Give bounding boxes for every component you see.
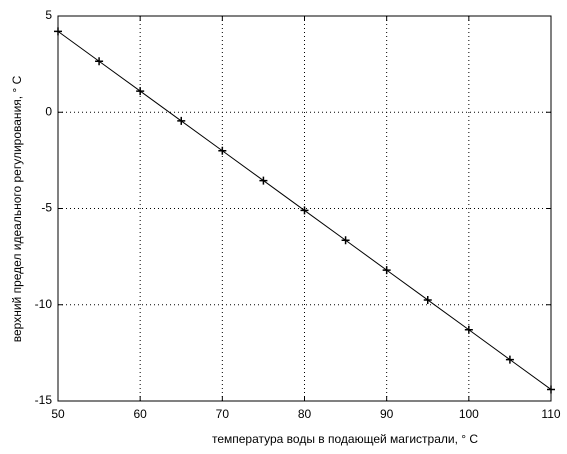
- x-axis-label: температура воды в подающей магистрали, …: [212, 432, 478, 446]
- x-tick-label: 60: [133, 407, 147, 421]
- y-tick-label: -10: [35, 297, 53, 311]
- point-marker: [423, 295, 432, 304]
- point-marker: [341, 236, 350, 245]
- point-marker: [464, 325, 473, 334]
- x-tick-label: 100: [459, 407, 479, 421]
- x-tick-label: 80: [298, 407, 312, 421]
- y-tick-label: 5: [45, 8, 52, 22]
- plot-frame: [57, 15, 552, 402]
- x-tick-label: 90: [380, 407, 394, 421]
- x-tick-label: 110: [541, 407, 560, 421]
- y-axis-label: верхний предел идеального регулирования,…: [10, 75, 24, 342]
- y-tick-label: -5: [41, 201, 52, 215]
- point-marker: [382, 266, 391, 275]
- point-marker: [95, 57, 104, 66]
- point-marker: [300, 206, 309, 215]
- point-marker: [54, 27, 62, 36]
- point-marker: [177, 116, 186, 125]
- point-marker: [136, 87, 145, 96]
- point-marker: [547, 385, 555, 394]
- x-tick-label: 70: [216, 407, 230, 421]
- point-marker: [218, 146, 227, 155]
- point-marker: [259, 176, 268, 185]
- y-tick-label: 0: [45, 104, 52, 118]
- x-tick-label: 50: [51, 407, 65, 421]
- y-tick-label: -15: [35, 393, 53, 407]
- point-marker: [505, 355, 514, 364]
